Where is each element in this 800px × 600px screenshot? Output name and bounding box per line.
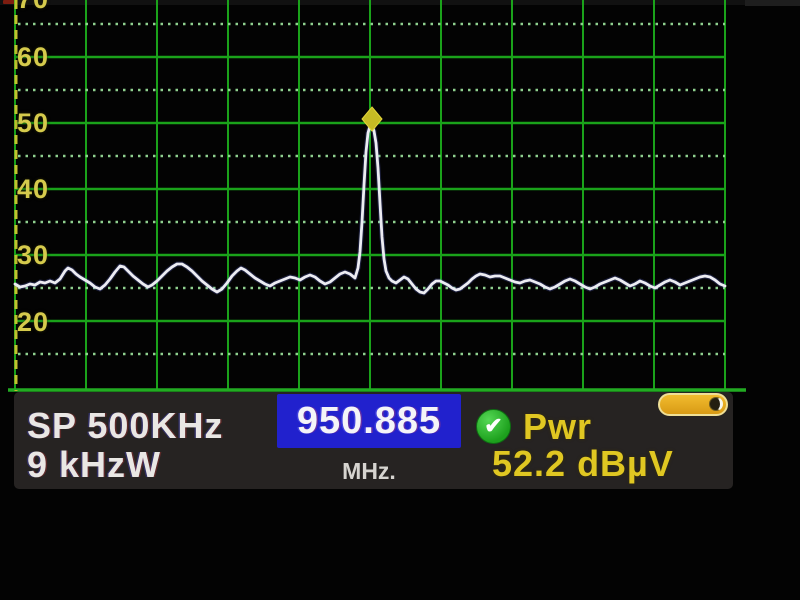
frequency-display-box: 950.885 (277, 394, 461, 448)
top-bezel-stripe-right (745, 0, 800, 6)
status-panel: SP 500KHz 9 kHzW 950.885 MHz. ✔ Pwr 52.2… (14, 392, 733, 489)
y-axis-label: 20 (17, 307, 50, 337)
battery-indicator-icon (658, 393, 728, 416)
grid-lines (8, 0, 746, 392)
check-glyph: ✔ (484, 412, 503, 438)
red-dash-indicator (3, 0, 16, 4)
signal-ok-check-icon: ✔ (476, 409, 511, 444)
y-axis-label: 70 (17, 0, 49, 13)
spectrum-trace (13, 123, 727, 295)
top-bezel-stripe (0, 0, 800, 5)
battery-knob (709, 397, 723, 411)
rbw-setting-label: 9 kHzW (27, 444, 162, 485)
y-axis-label: 50 (17, 108, 50, 138)
power-label: Pwr (523, 406, 593, 447)
frequency-value: 950.885 (296, 399, 442, 442)
spectrum-grid (8, 0, 746, 392)
frequency-unit-label: MHz. (342, 458, 396, 484)
y-axis-label: 40 (17, 174, 50, 204)
span-setting-label: SP 500KHz (27, 405, 224, 446)
spectrum-plot-area: 70 60 50 40 30 20 (8, 0, 746, 392)
y-axis-label: 60 (17, 42, 50, 72)
power-value: 52.2 dBµV (492, 443, 674, 484)
y-axis-label: 30 (17, 240, 50, 270)
peak-marker-diamond (361, 106, 383, 132)
